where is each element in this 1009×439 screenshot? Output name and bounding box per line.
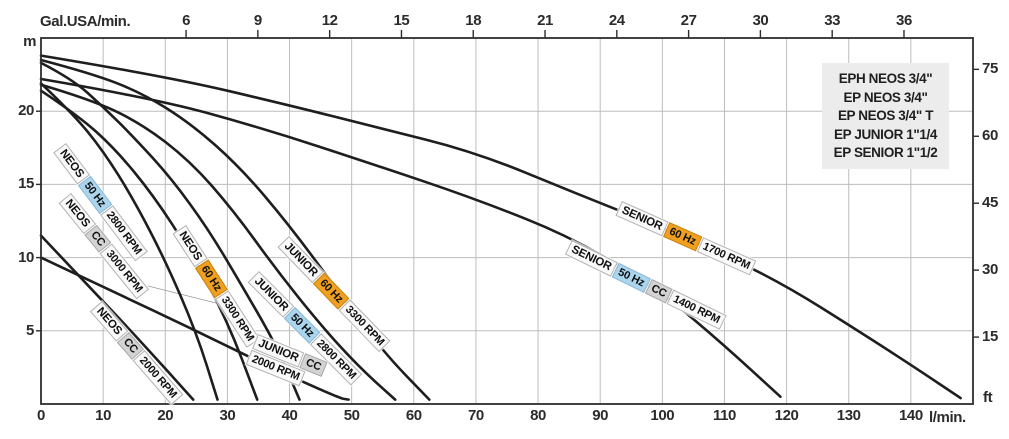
- bottom-tick-label-30: 30: [219, 407, 236, 424]
- bottom-tick-label-140: 140: [898, 407, 923, 424]
- bottom-tick-label-50: 50: [343, 407, 360, 424]
- bottom-axis-unit: l/min.: [929, 409, 966, 426]
- top-axis-title: Gal.USA/min.: [40, 13, 131, 30]
- legend-item: EP SENIOR 1"1/2: [833, 145, 938, 160]
- gridlines: [41, 38, 973, 404]
- left-tick-label-5: 5: [26, 321, 34, 339]
- bottom-tick-label-80: 80: [530, 407, 546, 424]
- curve-neos-60-hz-3300-rpm: [39, 61, 301, 401]
- legend-item: EP JUNIOR 1"1/4: [834, 126, 937, 142]
- bottom-tick-label-10: 10: [95, 407, 112, 424]
- bottom-tick-label-100: 100: [650, 407, 675, 424]
- top-tick-label-24: 24: [608, 12, 625, 29]
- right-tick-label-15: 15: [982, 328, 998, 346]
- legend-item: EPH NEOS 3/4": [838, 71, 933, 86]
- top-tick-label-33: 33: [824, 12, 841, 29]
- top-tick-label-27: 27: [680, 12, 697, 29]
- bottom-tick-label-90: 90: [592, 407, 609, 424]
- bottom-tick-label-70: 70: [467, 407, 484, 424]
- axis-tick-marks: [36, 30, 979, 338]
- top-tick-label-12: 12: [321, 12, 338, 29]
- top-tick-label-6: 6: [182, 12, 191, 29]
- bottom-tick-label-60: 60: [405, 407, 422, 424]
- curve-neos-cc-2000-rpm: [39, 234, 195, 401]
- model-legend: EPH NEOS 3/4" EP NEOS 3/4" EP NEOS 3/4" T E…: [822, 63, 949, 169]
- curve-neos-50-hz-2800-rpm: [39, 82, 219, 401]
- top-tick-label-18: 18: [465, 12, 482, 29]
- top-tick-label-21: 21: [537, 12, 553, 29]
- bottom-tick-label-40: 40: [281, 407, 298, 424]
- bottom-tick-label-110: 110: [712, 407, 736, 424]
- bottom-tick-label-20: 20: [157, 407, 174, 424]
- top-tick-label-15: 15: [393, 12, 410, 29]
- curve-senior-60-hz-1700-rpm: [39, 54, 962, 400]
- left-tick-label-15: 15: [18, 175, 34, 193]
- top-tick-label-30: 30: [752, 12, 769, 29]
- top-tick-label-9: 9: [253, 12, 262, 29]
- left-axis-unit: m: [23, 33, 36, 50]
- plot-frame: [40, 37, 974, 405]
- bottom-tick-label-0: 0: [37, 407, 45, 424]
- curve-neos-cc-3000-rpm: [39, 89, 259, 401]
- right-tick-label-75: 75: [982, 60, 998, 78]
- top-tick-label-36: 36: [896, 12, 912, 29]
- right-tick-label-30: 30: [982, 261, 998, 279]
- right-axis-unit: ft: [983, 389, 993, 406]
- legend-item: EP NEOS 3/4": [843, 89, 928, 105]
- legend-item: EP NEOS 3/4" T: [837, 108, 934, 123]
- leader-line-neos-cc-3000: [147, 285, 229, 307]
- bottom-tick-label-120: 120: [774, 407, 799, 424]
- plot-border: [40, 37, 974, 405]
- bottom-tick-label-130: 130: [836, 407, 861, 424]
- curve-junior-50-hz-2800-rpm: [39, 83, 397, 401]
- curve-junior-cc-2000-rpm: [39, 256, 350, 401]
- left-tick-label-10: 10: [18, 248, 34, 266]
- right-tick-label-60: 60: [982, 127, 998, 145]
- left-tick-label-20: 20: [18, 102, 34, 120]
- label-leader-lines: [147, 285, 229, 307]
- right-tick-label-45: 45: [982, 194, 998, 212]
